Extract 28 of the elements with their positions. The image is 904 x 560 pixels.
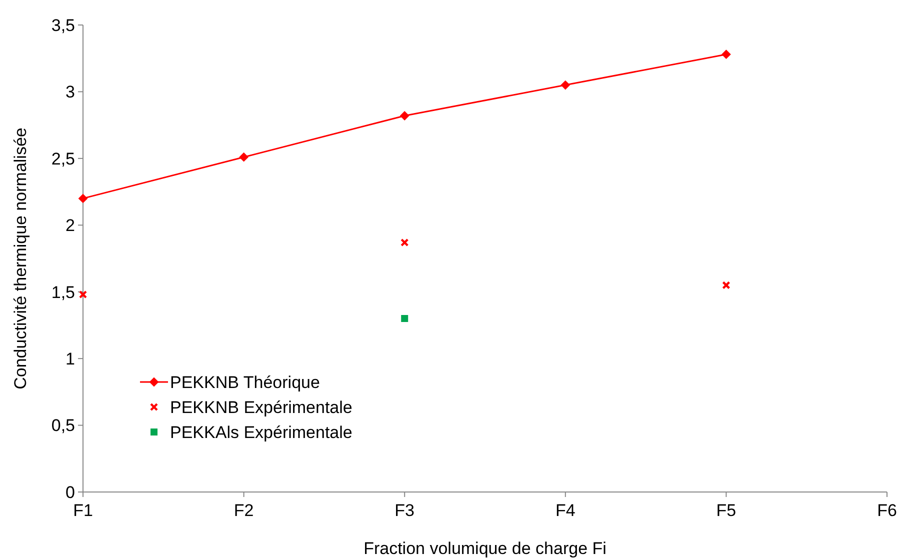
y-tick-label: 3	[66, 82, 75, 102]
point	[78, 194, 88, 203]
y-axis-title: Conductivité thermique normalisée	[11, 128, 30, 390]
x-axis-title: Fraction volumique de charge Fi	[364, 539, 606, 558]
x-tick-label: F1	[73, 501, 93, 520]
y-tick-label: 1	[66, 350, 75, 369]
y-tick-label: 3,5	[51, 16, 75, 35]
point	[239, 152, 248, 162]
point	[78, 290, 88, 299]
point	[722, 50, 731, 59]
y-tick-label: 0,5	[51, 416, 75, 436]
x-tick-label: F5	[716, 501, 736, 520]
y-tick-label: 2	[66, 216, 75, 236]
legend-label: PEKKNB Expérimentale	[170, 398, 352, 417]
x-tick-label: F2	[234, 501, 254, 520]
point	[400, 238, 409, 247]
legend-label: PEKKAls Expérimentale	[170, 422, 352, 442]
x-tick-label: F3	[394, 501, 415, 520]
y-tick-label: 0	[66, 482, 75, 502]
x-tick-label: F6	[877, 501, 897, 520]
legend-label: PEKKNB Théorique	[170, 372, 320, 392]
x-tick-label: F4	[555, 501, 576, 520]
y-tick-label: 1,5	[51, 282, 75, 302]
point	[722, 281, 730, 290]
point	[401, 315, 408, 322]
point	[560, 80, 570, 90]
point	[400, 111, 410, 120]
y-tick-label: 2,5	[51, 149, 75, 168]
